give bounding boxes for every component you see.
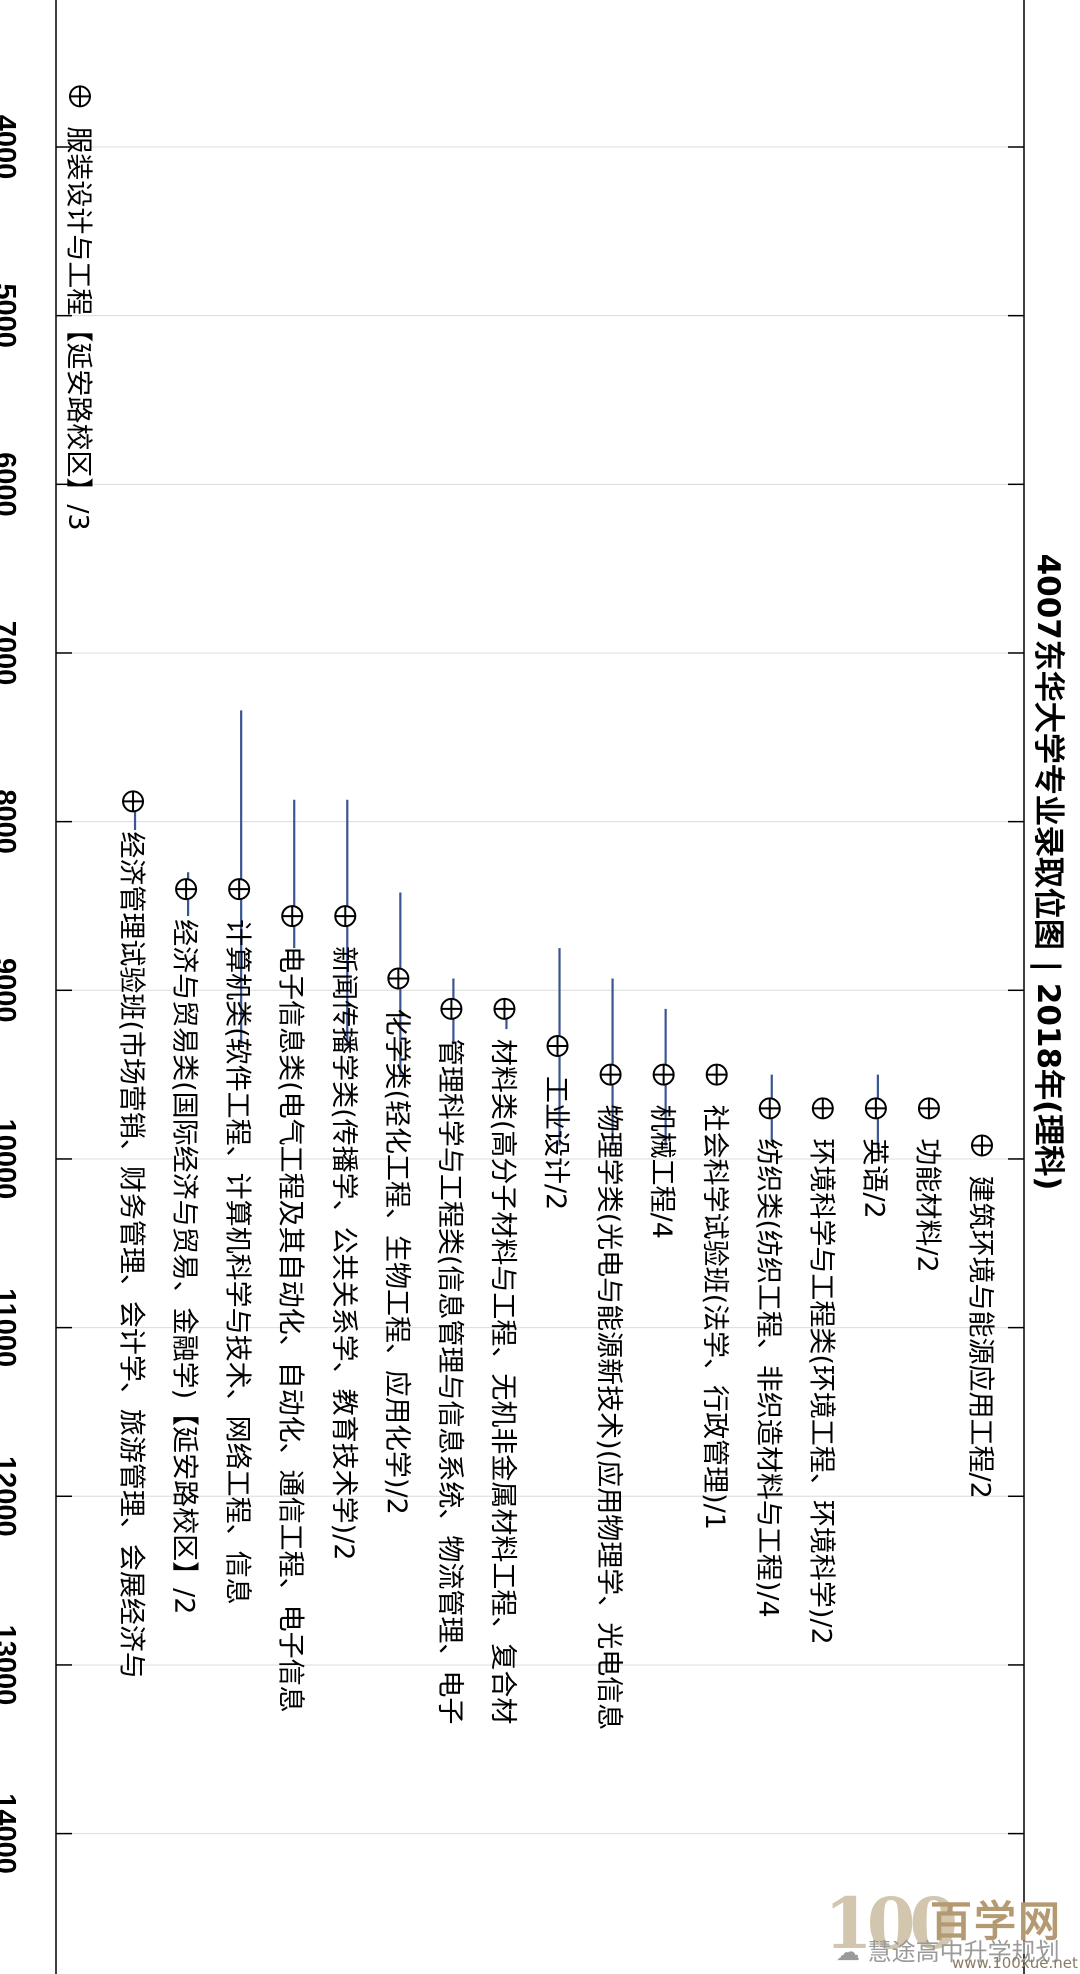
- tick-label-3: 7000: [0, 621, 21, 686]
- category-label-15: 经济与贸易类(国际经济与贸易、金融学)【延安路校区】/2: [169, 919, 200, 1614]
- category-label-10: 管理科学与工程类(信息管理与信息系统、物流管理、电子: [434, 1039, 465, 1725]
- tick-label-1: 5000: [0, 283, 21, 348]
- watermark-brand: 百学网: [930, 1897, 1063, 1946]
- tick-label-0: 4000: [0, 115, 21, 180]
- tick-label-6: 10000: [0, 1119, 21, 1200]
- chart-title: 4007东华大学专业录取位图 | 2018年(理科): [1030, 554, 1066, 1191]
- category-label-1: 功能材料/2: [911, 1138, 942, 1272]
- watermark-account: ☁ 慧途高中升学规划: [836, 1932, 1060, 1967]
- category-label-0: 建筑环境与能源应用工程/2: [965, 1175, 996, 1498]
- tick-label-10: 14000: [0, 1793, 21, 1874]
- watermark-url: www.100xue.net: [952, 1954, 1078, 1972]
- category-label-3: 环境科学与工程类(环境工程、环境科学)/2: [805, 1138, 836, 1644]
- tick-label-7: 11000: [0, 1288, 21, 1367]
- category-label-11: 化学类(轻化工程、生物工程、应用化学)/2: [381, 1008, 412, 1514]
- category-label-8: 工业设计/2: [540, 1076, 571, 1210]
- category-label-6: 机械工程/4: [646, 1105, 677, 1239]
- wechat-icon: ☁: [836, 1938, 860, 1966]
- tick-label-8: 12000: [0, 1456, 21, 1537]
- tick-label-5: 9000: [0, 958, 21, 1023]
- category-label-5: 社会科学试验班(法学、行政管理)/1: [699, 1105, 730, 1530]
- category-label-14: 计算机类(软件工程、计算机科学与技术、网络工程、信息: [222, 919, 253, 1605]
- category-label-2: 英语/2: [858, 1138, 889, 1218]
- category-label-16: 经济管理试验班(市场营销、财务管理、会计学、旅游管理、会展经济与: [116, 831, 147, 1679]
- category-label-12: 新闻传播学类(传播学、公共关系学、教育技术学)/2: [328, 946, 359, 1560]
- watermark: 100 百学网 ☁ 慧途高中升学规划 www.100xue.net: [780, 1882, 1080, 1974]
- category-label-13: 电子信息类(电气工程及其自动化、自动化、通信工程、电子信息: [275, 946, 306, 1713]
- watermark-logo: 100: [824, 1882, 958, 1965]
- category-label-9: 材料类(高分子材料与工程、无机非金属材料工程、复合材: [487, 1039, 518, 1725]
- category-label-4: 纺织类(纺织工程、非织造材料与工程)/4: [752, 1138, 783, 1617]
- category-label-17: 服装设计与工程【延安路校区】/3: [62, 126, 93, 530]
- category-label-7: 物理学类(光电与能源新技术)(应用物理学、光电信息: [593, 1105, 624, 1731]
- tick-label-9: 13000: [0, 1625, 21, 1706]
- tick-label-4: 8000: [0, 789, 21, 854]
- watermark-account-text: 慧途高中升学规划: [867, 1938, 1060, 1966]
- tick-label-2: 6000: [0, 452, 21, 517]
